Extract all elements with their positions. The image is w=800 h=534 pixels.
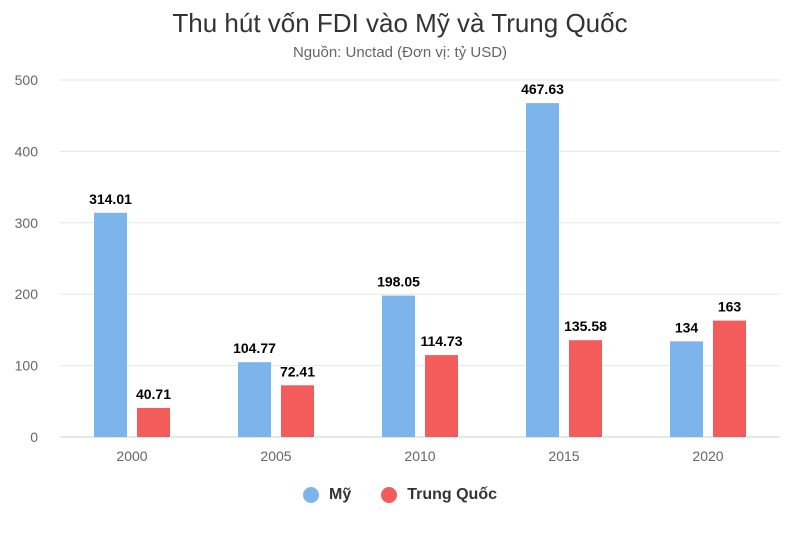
data-label: 40.71 — [136, 386, 171, 402]
bar-trung-quoc — [137, 407, 170, 437]
y-tick-label: 100 — [15, 358, 39, 374]
legend-item-trung-quoc[interactable]: Trung Quốc — [381, 486, 497, 504]
legend-label-trung-quoc: Trung Quốc — [407, 486, 497, 503]
bar-trung-quoc — [281, 385, 314, 437]
data-label: 72.41 — [280, 363, 315, 379]
data-label: 314.01 — [89, 191, 132, 207]
data-label: 163 — [718, 299, 742, 315]
legend-item-my[interactable]: Mỹ — [302, 486, 352, 504]
data-label: 198.05 — [377, 274, 420, 290]
data-label: 134 — [675, 319, 699, 335]
legend-swatch-my — [302, 487, 319, 503]
chart-legend: Mỹ Trung Quốc — [0, 486, 800, 504]
y-tick-label: 400 — [15, 143, 39, 159]
x-tick-label: 2000 — [116, 448, 147, 464]
data-label: 135.58 — [564, 318, 607, 334]
bar-my — [526, 103, 559, 437]
data-label: 104.77 — [233, 340, 276, 356]
data-label: 114.73 — [420, 333, 462, 349]
y-tick-label: 0 — [30, 429, 38, 445]
bar-my — [238, 362, 271, 437]
x-tick-label: 2005 — [260, 448, 291, 464]
bar-trung-quoc — [425, 355, 458, 437]
bar-my — [670, 341, 703, 437]
x-tick-label: 2010 — [404, 448, 435, 464]
bar-my — [382, 295, 415, 437]
bar-trung-quoc — [569, 340, 602, 437]
bar-trung-quoc — [713, 320, 746, 437]
legend-swatch-trung-quoc — [381, 487, 398, 503]
y-tick-label: 300 — [15, 215, 39, 231]
chart-subtitle: Nguồn: Unctad (Đơn vị: tỷ USD) — [292, 44, 508, 61]
bar-my — [94, 212, 127, 437]
x-tick-label: 2020 — [692, 448, 723, 464]
data-label: 467.63 — [521, 81, 564, 97]
y-tick-label: 200 — [15, 286, 39, 302]
y-tick-label: 500 — [15, 72, 39, 88]
legend-label-my: Mỹ — [328, 486, 352, 503]
chart-title: Thu hút vốn FDI vào Mỹ và Trung Quốc — [172, 8, 628, 38]
x-tick-label: 2015 — [548, 448, 579, 464]
